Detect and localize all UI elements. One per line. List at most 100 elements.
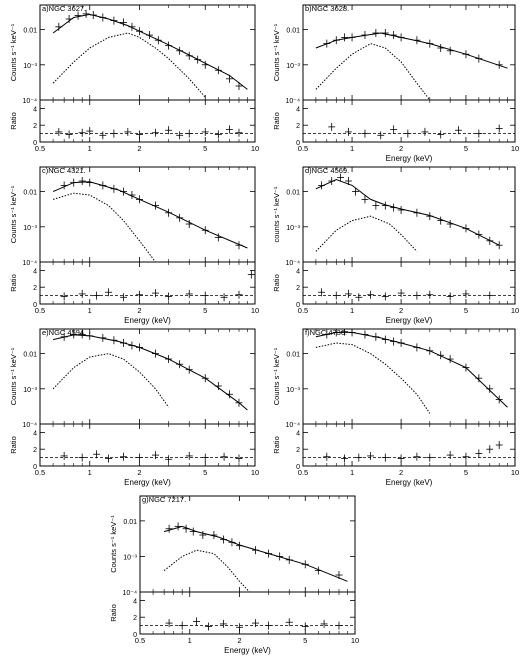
model-component-line [52, 353, 170, 408]
panel-label: c)NGC 4321. [42, 166, 86, 175]
x-tick-label: 10 [511, 306, 519, 315]
ratio-tick-label: 0 [133, 632, 137, 639]
ratio-plot [40, 125, 255, 140]
spectrum-panel: 0.5 1 2 5 10 0.01 10⁻³ 10⁻⁴ 0 2 4 Counts s⁻¹ keV⁻¹ R… [272, 328, 519, 487]
ratio-tick-label: 0 [296, 140, 300, 147]
ratio-plot [303, 288, 515, 302]
x-axis-label: Energy (keV) [124, 478, 171, 487]
x-tick-label: 10 [511, 468, 519, 477]
y-tick-label: 10⁻³ [286, 225, 300, 232]
x-tick-label: 5 [464, 144, 468, 153]
ratio-tick-label: 2 [33, 447, 37, 454]
panel-label: d)NGC 4569. [305, 166, 349, 175]
ratio-tick-label: 2 [33, 285, 37, 292]
y-tick-label: 0.01 [23, 28, 37, 35]
ratio-frame [39, 423, 256, 467]
ratio-tick-label: 2 [296, 123, 300, 130]
panel-label: b)NGC 3628. [305, 4, 349, 13]
y-tick-label: 10⁻³ [123, 554, 137, 561]
spectrum-plot [52, 9, 248, 98]
x-tick-label: 0.5 [135, 636, 145, 645]
ratio-tick-label: 4 [296, 106, 300, 113]
x-tick-label: 5 [303, 636, 307, 645]
spectrum-plot [315, 329, 508, 414]
model-component-line [315, 43, 431, 100]
ratio-tick-label: 2 [296, 285, 300, 292]
x-tick-label: 1 [88, 144, 92, 153]
x-tick-label: 5 [203, 306, 207, 315]
spectrum-panel: 0.5 1 2 5 10 0.01 10⁻³ 10⁻⁴ 0 2 4 Counts s⁻¹ keV⁻¹ R… [272, 4, 519, 163]
spectrum-plot [315, 173, 503, 252]
ratio-frame [302, 423, 516, 467]
y-axis-label: Counts s⁻¹ keV⁻¹ [272, 347, 281, 405]
ratio-axis-label: Ratio [9, 274, 18, 292]
model-total-line [315, 331, 508, 408]
y-tick-label: 0.01 [123, 519, 137, 526]
x-tick-label: 2 [399, 306, 403, 315]
ratio-frame [302, 261, 516, 305]
y-tick-label: 10⁻⁴ [286, 260, 301, 267]
x-tick-label: 10 [251, 306, 259, 315]
ratio-tick-label: 4 [133, 598, 137, 605]
model-component-line [52, 32, 206, 98]
y-tick-label: 10⁻⁴ [23, 422, 38, 429]
y-tick-label: 0.01 [286, 28, 300, 35]
ratio-tick-label: 4 [33, 430, 37, 437]
x-tick-label: 0.5 [35, 144, 45, 153]
x-tick-label: 0.5 [298, 468, 308, 477]
x-axis-label: Energy (keV) [124, 316, 171, 325]
spectrum-panel: 0.5 1 2 5 10 0.01 10⁻³ 10⁻⁴ 0 2 4 Counts s⁻¹ keV⁻¹ R… [109, 495, 359, 655]
y-axis-label: counts s⁻¹ keV⁻¹ [272, 186, 281, 242]
x-tick-label: 1 [188, 636, 192, 645]
y-axis-label: Counts s⁻¹ keV⁻¹ [109, 515, 118, 573]
spectrum-frame [139, 495, 356, 593]
spectrum-plot [52, 330, 248, 411]
ratio-frame [39, 99, 256, 143]
y-tick-label: 10⁻³ [23, 63, 37, 70]
spectrum-frame [39, 328, 256, 425]
x-tick-label: 0.5 [298, 144, 308, 153]
y-tick-label: 10⁻⁴ [123, 590, 138, 597]
ratio-tick-label: 4 [296, 430, 300, 437]
y-tick-label: 0.01 [23, 352, 37, 359]
model-total-line [52, 334, 248, 411]
ratio-frame [302, 99, 516, 143]
spectrum-panel: 0.5 1 2 5 10 0.01 10⁻³ 10⁻⁴ 0 2 4 counts s⁻¹ keV⁻¹ R… [272, 166, 519, 325]
x-tick-label: 1 [350, 144, 354, 153]
ratio-tick-label: 0 [296, 302, 300, 309]
x-tick-label: 10 [351, 636, 359, 645]
ratio-tick-label: 0 [33, 302, 37, 309]
y-tick-label: 10⁻³ [286, 387, 300, 394]
panel-label: e)NGC 4594. [42, 328, 86, 337]
x-tick-label: 2 [399, 468, 403, 477]
ratio-tick-label: 2 [33, 123, 37, 130]
ratio-tick-label: 2 [296, 447, 300, 454]
ratio-axis-label: Ratio [9, 112, 18, 130]
ratio-axis-label: Ratio [272, 436, 281, 454]
y-tick-label: 0.01 [286, 352, 300, 359]
ratio-plot [40, 450, 255, 464]
x-axis-label: Energy (keV) [386, 316, 433, 325]
y-tick-label: 10⁻⁴ [23, 260, 38, 267]
panel-label: g)NGC 7217. [142, 495, 186, 504]
model-component-line [52, 192, 156, 262]
model-component-line [315, 215, 418, 252]
y-axis-label: Counts s⁻¹ keV⁻¹ [272, 23, 281, 81]
x-tick-label: 2 [399, 144, 403, 153]
ratio-tick-label: 4 [33, 106, 37, 113]
x-tick-label: 2 [237, 636, 241, 645]
spectrum-frame [39, 166, 256, 263]
y-axis-label: Counts s⁻¹ keV⁻¹ [9, 347, 18, 405]
y-tick-label: 0.01 [286, 190, 300, 197]
ratio-plot [303, 441, 515, 463]
ratio-frame [139, 591, 356, 635]
x-axis-label: Energy (keV) [386, 478, 433, 487]
y-tick-label: 10⁻⁴ [23, 98, 38, 105]
ratio-axis-label: Ratio [272, 274, 281, 292]
x-tick-label: 5 [203, 468, 207, 477]
ratio-axis-label: Ratio [9, 436, 18, 454]
ratio-plot [40, 270, 255, 302]
x-tick-label: 10 [251, 144, 259, 153]
x-tick-label: 0.5 [35, 306, 45, 315]
x-tick-label: 0.5 [35, 468, 45, 477]
